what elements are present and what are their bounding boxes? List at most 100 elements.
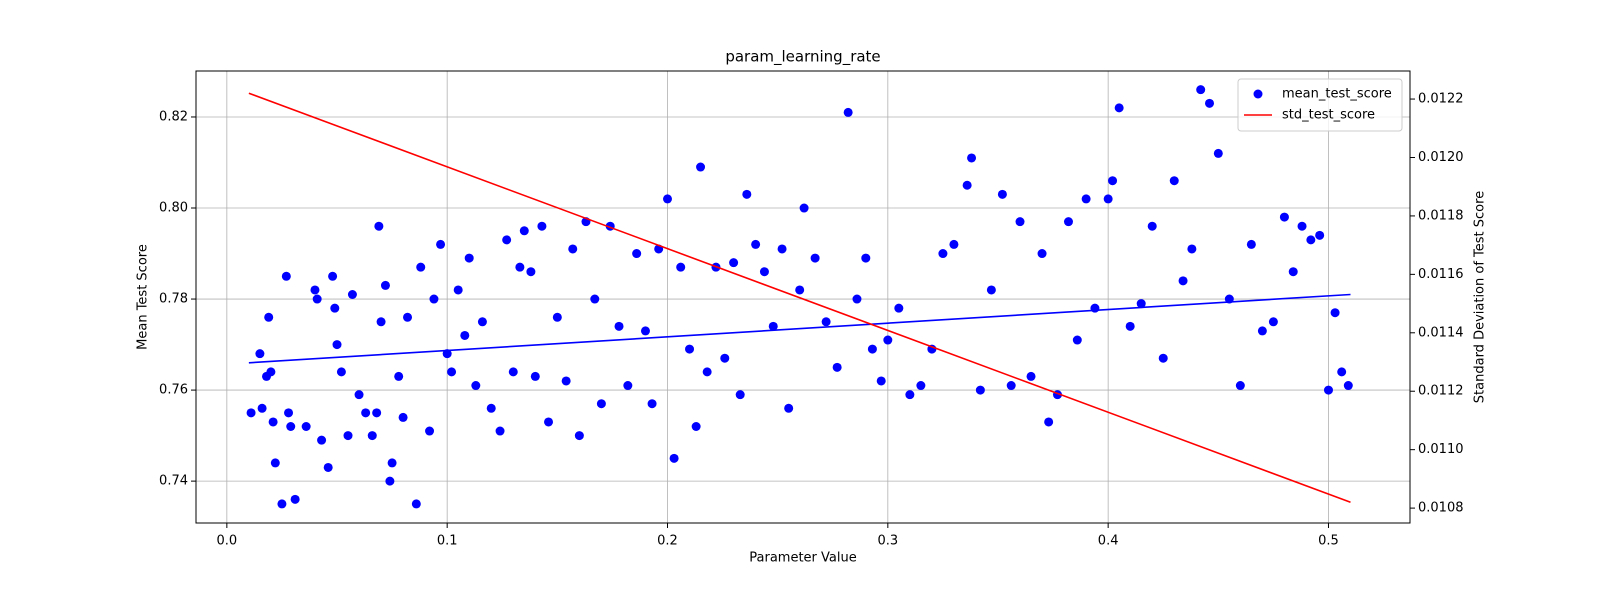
point xyxy=(343,431,353,441)
point xyxy=(425,426,435,436)
legend-label: mean_test_score xyxy=(1282,87,1392,102)
y2-tick-label: 0.0112 xyxy=(1418,384,1464,399)
y-tick-label: 0.74 xyxy=(159,474,188,489)
point xyxy=(447,367,457,377)
point xyxy=(312,294,322,304)
point xyxy=(347,289,357,299)
point xyxy=(1072,335,1082,345)
point xyxy=(561,376,571,386)
x-axis-label: Parameter Value xyxy=(749,551,856,566)
x-tick-label: 0.4 xyxy=(1098,534,1119,549)
point xyxy=(374,221,384,231)
point xyxy=(986,285,996,295)
point xyxy=(255,349,265,359)
point xyxy=(614,321,624,331)
point xyxy=(1136,299,1146,309)
point xyxy=(515,262,525,272)
point xyxy=(676,262,686,272)
point xyxy=(429,294,439,304)
x-tick-label: 0.2 xyxy=(657,534,678,549)
point xyxy=(568,244,578,254)
y2-tick-label: 0.0122 xyxy=(1418,92,1464,107)
point xyxy=(486,403,496,413)
point xyxy=(1158,353,1168,363)
y2-tick-label: 0.0120 xyxy=(1418,150,1464,165)
point xyxy=(751,239,761,249)
point xyxy=(1306,235,1316,245)
point xyxy=(623,381,633,391)
point xyxy=(1108,176,1118,186)
point xyxy=(647,399,657,409)
point xyxy=(290,494,300,504)
point xyxy=(821,317,831,327)
point xyxy=(387,458,397,468)
point xyxy=(530,371,540,381)
point xyxy=(1315,230,1325,240)
point xyxy=(795,285,805,295)
point xyxy=(883,335,893,345)
point xyxy=(301,422,311,432)
point xyxy=(477,317,487,327)
point xyxy=(1213,148,1223,158)
point xyxy=(1114,103,1124,113)
point xyxy=(380,280,390,290)
point xyxy=(861,253,871,263)
point xyxy=(938,249,948,259)
point xyxy=(720,353,730,363)
point xyxy=(894,303,904,313)
point xyxy=(385,476,395,486)
point xyxy=(735,390,745,400)
point xyxy=(1006,381,1016,391)
y2-tick-label: 0.0110 xyxy=(1418,442,1464,457)
point xyxy=(632,249,642,259)
point xyxy=(1026,371,1036,381)
point xyxy=(246,408,256,418)
point xyxy=(471,381,481,391)
point xyxy=(1257,326,1267,336)
point xyxy=(328,271,338,281)
point xyxy=(537,221,547,231)
line xyxy=(248,293,1351,364)
point xyxy=(403,312,413,322)
point xyxy=(1037,249,1047,259)
point xyxy=(777,244,787,254)
chart-title: param_learning_rate xyxy=(725,48,880,67)
point xyxy=(508,367,518,377)
point xyxy=(310,285,320,295)
y2-axis-label: Standard Deviation of Test Score xyxy=(1473,191,1488,403)
point xyxy=(526,267,536,277)
point xyxy=(685,344,695,354)
point xyxy=(742,189,752,199)
point xyxy=(876,376,886,386)
point xyxy=(257,403,267,413)
point xyxy=(852,294,862,304)
point xyxy=(843,107,853,117)
point xyxy=(810,253,820,263)
y-tick-label: 0.82 xyxy=(159,109,188,124)
point xyxy=(832,362,842,372)
legend: mean_test_score std_test_score xyxy=(1237,78,1403,132)
legend-label: std_test_score xyxy=(1282,108,1375,123)
point xyxy=(552,312,562,322)
point xyxy=(574,431,584,441)
point xyxy=(398,412,408,422)
point xyxy=(416,262,426,272)
point xyxy=(1081,194,1091,204)
point xyxy=(544,417,554,427)
point xyxy=(495,426,505,436)
point xyxy=(975,385,985,395)
x-tick-label: 0.0 xyxy=(217,534,238,549)
point xyxy=(277,499,287,509)
point xyxy=(286,422,296,432)
point xyxy=(729,258,739,268)
point xyxy=(264,312,274,322)
point xyxy=(1268,317,1278,327)
y2-tick-label: 0.0108 xyxy=(1418,501,1464,516)
point xyxy=(332,340,342,350)
point xyxy=(702,367,712,377)
x-tick-label: 0.1 xyxy=(437,534,458,549)
y2-tick-label: 0.0118 xyxy=(1418,208,1464,223)
point xyxy=(453,285,463,295)
point xyxy=(330,303,340,313)
